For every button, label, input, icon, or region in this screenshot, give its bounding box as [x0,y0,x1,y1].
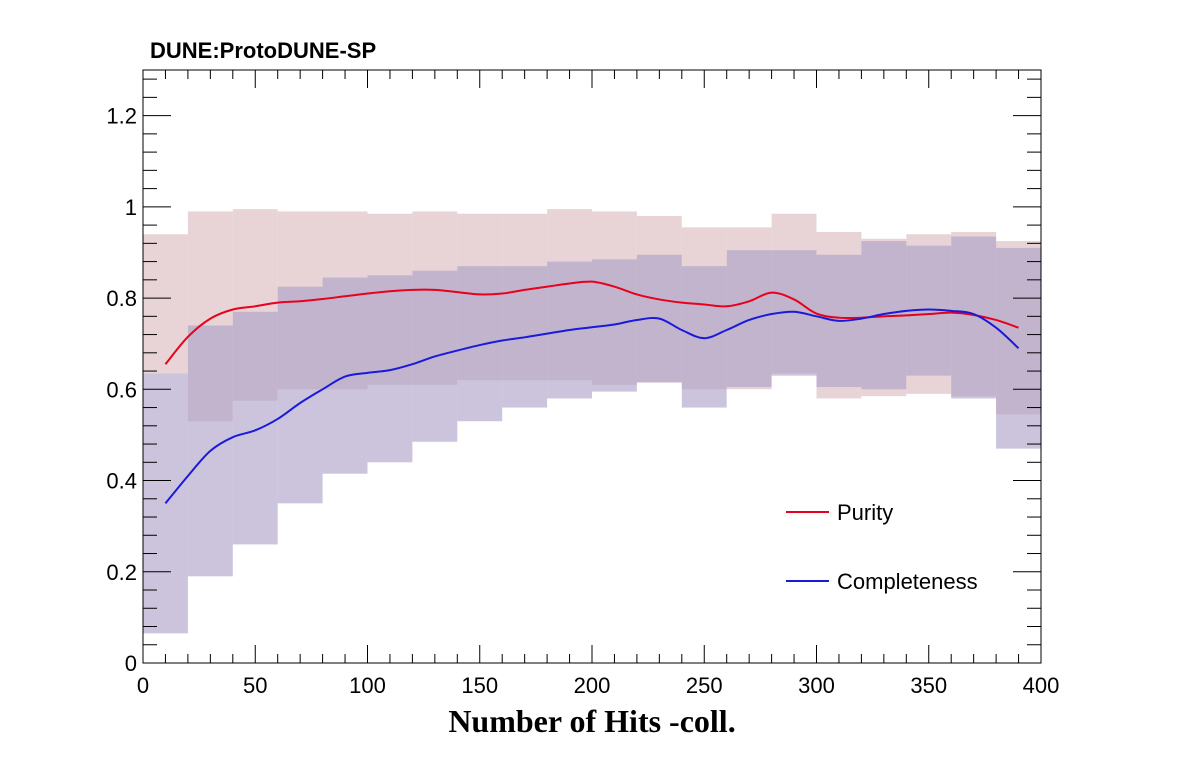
chart-title: DUNE:ProtoDUNE-SP [150,38,376,63]
y-tick-label: 1 [125,195,137,220]
purity-line [164,280,1019,365]
error-bands [143,209,1041,634]
x-tick-label: 0 [137,673,149,698]
legend-label: Purity [837,500,893,525]
legend-label: Completeness [837,569,978,594]
y-tick-label: 0.8 [106,286,137,311]
y-tick-label: 1.2 [106,104,137,129]
purity-band-bin [143,234,188,374]
completeness-band-bin [681,266,727,408]
legend: Purity Completeness [786,500,978,594]
x-tick-label: 300 [798,673,835,698]
completeness-band-bin [232,311,278,545]
completeness-line [164,308,1020,504]
x-tick-label: 50 [243,673,267,698]
completeness-band-bin [367,275,413,463]
x-tick-label: 150 [461,673,498,698]
axes: 0 50 100 150 200 250 300 350 400 0 0.2 0.4 0.6 0.8 1 1.… [106,69,1060,698]
x-tick-label: 350 [910,673,947,698]
completeness-band-bin [726,250,772,388]
completeness-band-bin [457,266,503,422]
y-tick-label: 0.4 [106,469,137,494]
y-tick-label: 0.6 [106,377,137,402]
y-tick-label: 0 [125,651,137,676]
x-tick-label: 250 [686,673,723,698]
x-tick-label: 200 [574,673,611,698]
y-tick-label: 0.2 [106,560,137,585]
completeness-band-bin [277,286,323,504]
x-tick-label: 400 [1023,673,1060,698]
x-axis-label: Number of Hits -coll. [448,703,735,739]
x-tick-label: 100 [349,673,386,698]
series-lines [164,280,1020,504]
